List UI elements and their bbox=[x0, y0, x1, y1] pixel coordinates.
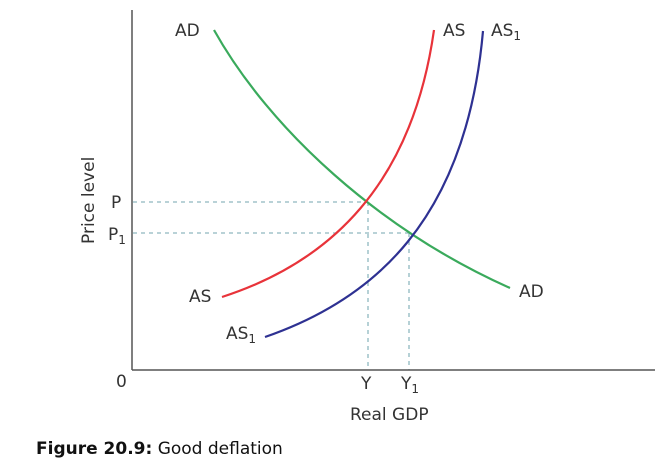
caption-text: Good deflation bbox=[152, 439, 283, 459]
as-curve bbox=[221, 29, 436, 299]
as-label-bottom: AS bbox=[189, 287, 211, 307]
origin-label: 0 bbox=[116, 372, 127, 392]
as1-label-top: AS1 bbox=[491, 21, 521, 43]
caption-label: Figure 20.9: bbox=[36, 439, 153, 459]
as1-label-bottom: AS1 bbox=[226, 324, 256, 346]
ad-label-bottom: AD bbox=[519, 282, 544, 302]
x-axis-label: Real GDP bbox=[350, 405, 429, 425]
as-label-top: AS bbox=[443, 21, 465, 41]
as1-curve bbox=[264, 30, 485, 339]
price-tick-p1: P1 bbox=[108, 225, 126, 247]
output-tick-y: Y bbox=[360, 374, 372, 394]
price-tick-p: P bbox=[111, 193, 121, 213]
ad-curve bbox=[213, 29, 511, 290]
figure-caption: Figure 20.9: Good deflation bbox=[36, 439, 283, 459]
y-axis-label: Price level bbox=[79, 157, 99, 244]
ad-label-top: AD bbox=[175, 21, 200, 41]
output-tick-y1: Y1 bbox=[400, 374, 419, 396]
